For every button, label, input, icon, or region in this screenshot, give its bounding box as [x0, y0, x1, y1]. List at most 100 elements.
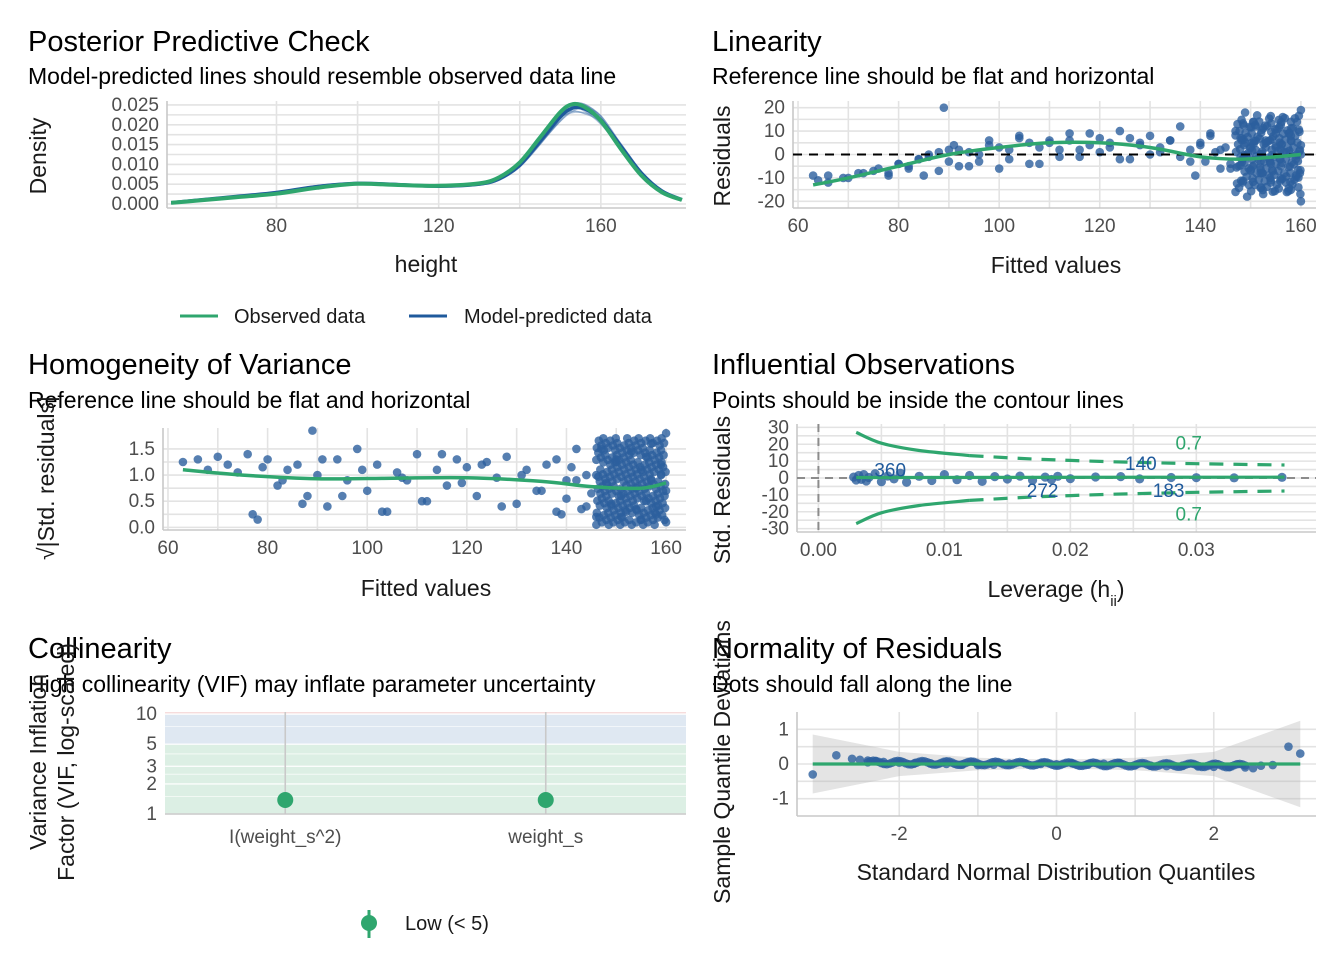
linearity-point [1286, 117, 1296, 127]
homogeneity-point [512, 499, 521, 509]
normality-point [832, 751, 841, 760]
homogeneity-point [318, 455, 327, 464]
linearity-point [1291, 171, 1301, 180]
linearity-point [974, 157, 984, 166]
ppc-y-tick-label: 0.020 [111, 115, 159, 136]
linearity-point [1025, 159, 1034, 169]
influential-y-tick-label: 0 [778, 468, 789, 489]
influential-contour-lower [855, 498, 970, 526]
homogeneity-point [621, 507, 631, 516]
homogeneity-point [178, 457, 188, 467]
linearity-point [939, 103, 949, 112]
linearity-point [1281, 178, 1291, 187]
influential-contour-upper-dashed [969, 454, 1285, 467]
homogeneity-point [323, 502, 332, 511]
homogeneity-point [442, 481, 452, 490]
ppc-x-tick-label: 80 [266, 216, 287, 237]
linearity-point [1251, 145, 1260, 155]
homogeneity-point [656, 460, 666, 469]
influential-x-tick-label: 0.02 [1052, 540, 1089, 561]
ppc-predicted-draw-line [171, 101, 683, 204]
homogeneity-x-tick-label: 80 [257, 538, 278, 559]
influential-y-axis-label: Std. Residuals [709, 416, 735, 564]
ppc-y-tick-label: 0.025 [111, 95, 159, 116]
linearity-point [1065, 129, 1074, 138]
homogeneity-point [293, 460, 302, 469]
influential-y-tick-label: 10 [768, 451, 789, 472]
homogeneity-point [223, 460, 233, 469]
normality-point [855, 755, 865, 765]
homogeneity-point [562, 494, 571, 503]
ppc-x-axis-label: height [395, 251, 458, 277]
linearity-point [1125, 154, 1135, 164]
linearity-point [1256, 183, 1265, 193]
linearity-point [1206, 131, 1215, 141]
linearity-point [1284, 186, 1293, 196]
homogeneity-point [655, 441, 664, 450]
influential-point [895, 468, 905, 478]
collinearity-subtitle: High collinearity (VIF) may inflate para… [28, 671, 596, 697]
collinearity-band [165, 712, 686, 715]
linearity-point [1285, 162, 1295, 171]
linearity-point [1252, 111, 1262, 120]
homogeneity-point [263, 455, 272, 464]
homogeneity-subtitle: Reference line should be flat and horizo… [28, 387, 470, 413]
homogeneity-x-tick-label: 140 [551, 538, 583, 559]
homogeneity-point [597, 518, 607, 527]
homogeneity-y-axis-label: √|Std. residuals| [33, 396, 59, 560]
ppc-predicted-draw-line [171, 102, 683, 204]
linearity-point [1226, 159, 1235, 169]
homogeneity-point [372, 460, 382, 469]
linearity-point [1296, 105, 1306, 115]
homogeneity-point [283, 465, 292, 475]
collinearity-x-tick-label: I(weight_s^2) [229, 827, 341, 848]
homogeneity-y-tick-label: 1.0 [129, 465, 155, 486]
panel-linearity: Linearity Reference line should be flat … [709, 26, 1317, 278]
homogeneity-point [308, 426, 317, 435]
homogeneity-point [661, 428, 671, 438]
homogeneity-point [502, 452, 511, 462]
influential-point-label: 360 [874, 461, 906, 482]
collinearity-title: Collinearity [28, 633, 172, 665]
homogeneity-point [213, 452, 223, 462]
homogeneity-point [462, 462, 472, 472]
normality-point [808, 770, 818, 779]
homogeneity-x-tick-label: 160 [650, 538, 682, 559]
ppc-title: Posterior Predictive Check [28, 26, 370, 58]
homogeneity-point [609, 506, 619, 515]
homogeneity-point [432, 465, 442, 475]
linearity-point [1240, 108, 1250, 117]
homogeneity-point [626, 447, 636, 456]
homogeneity-point [616, 491, 626, 501]
normality-point [1248, 763, 1258, 773]
normality-x-tick-label: 0 [1051, 824, 1062, 845]
ppc-x-tick-label: 160 [585, 216, 617, 237]
homogeneity-point [577, 504, 586, 514]
linearity-point [1271, 143, 1281, 152]
linearity-point [1242, 192, 1252, 201]
homogeneity-point [636, 465, 646, 475]
homogeneity-point [650, 455, 659, 465]
collinearity-y-tick-label: 5 [146, 734, 157, 755]
homogeneity-point [587, 489, 596, 498]
linearity-point [1231, 126, 1240, 136]
homogeneity-point [597, 444, 606, 454]
linearity-point [1115, 154, 1125, 164]
ppc-y-tick-label: 0.005 [111, 174, 159, 195]
homogeneity-plot-area [178, 426, 671, 530]
homogeneity-point [651, 502, 661, 511]
panel-collinearity: Collinearity High collinearity (VIF) may… [25, 633, 686, 938]
linearity-y-tick-label: 10 [764, 121, 785, 142]
linearity-y-tick-label: -20 [758, 191, 785, 212]
ppc-x-tick-label: 120 [423, 216, 455, 237]
legend-low-label: Low (< 5) [405, 913, 489, 935]
influential-x-axis-label: Leverage (hii) [987, 576, 1124, 610]
influential-contour-lower-dashed [969, 489, 1285, 502]
ppc-plot-area [170, 101, 683, 205]
homogeneity-point [661, 486, 671, 496]
linearity-point [1095, 133, 1105, 143]
collinearity-band [165, 714, 686, 745]
homogeneity-point [437, 449, 447, 459]
homogeneity-x-tick-label: 120 [451, 538, 483, 559]
homogeneity-point [627, 520, 637, 530]
